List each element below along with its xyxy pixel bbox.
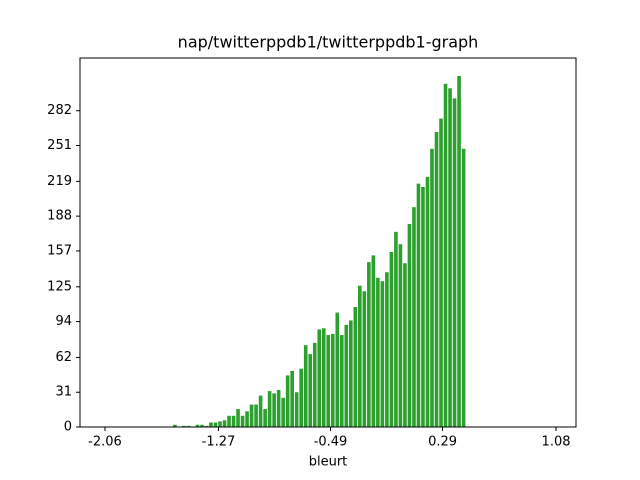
bar — [321, 328, 326, 427]
bar — [245, 411, 249, 427]
bar — [443, 83, 448, 427]
axes-frame — [79, 57, 577, 428]
y-tick-label: 31 — [55, 385, 72, 400]
bar — [272, 393, 276, 427]
y-tick-label: 125 — [47, 279, 72, 294]
bar — [213, 422, 218, 427]
y-tick-label: 282 — [47, 103, 72, 118]
bar — [398, 244, 403, 427]
bar — [173, 424, 177, 427]
bar — [376, 277, 380, 427]
bar — [407, 223, 412, 427]
bar — [195, 424, 200, 427]
bar — [339, 335, 344, 427]
x-tick-label: -1.27 — [202, 435, 236, 450]
y-tick-label: 157 — [47, 243, 72, 258]
y-tick-label: 251 — [47, 138, 72, 153]
y-tick-label: 219 — [47, 174, 72, 189]
bar — [240, 415, 245, 427]
bar — [389, 252, 394, 427]
bar — [362, 291, 367, 427]
bar — [457, 75, 461, 428]
bar — [448, 88, 452, 427]
y-tick-label: 188 — [47, 209, 72, 224]
bar — [367, 262, 371, 427]
bar — [385, 272, 389, 427]
bar — [416, 183, 421, 427]
bar — [394, 231, 398, 427]
bar — [412, 207, 416, 427]
bar — [434, 132, 439, 427]
bar — [358, 285, 362, 427]
x-tick-label: -2.06 — [88, 435, 122, 450]
bar — [200, 424, 204, 427]
bar — [249, 404, 254, 427]
bar — [182, 425, 186, 427]
bar — [218, 421, 222, 427]
bar — [227, 415, 231, 427]
bar — [353, 306, 358, 427]
bar — [461, 148, 466, 427]
bar — [344, 324, 349, 427]
bar — [236, 409, 240, 427]
bar — [403, 263, 407, 427]
bar — [308, 354, 313, 427]
bar — [326, 335, 331, 427]
x-axis-label: bleurt — [309, 455, 348, 470]
bar — [258, 395, 263, 427]
bar — [317, 329, 322, 427]
bar — [335, 312, 340, 427]
bar — [294, 392, 299, 427]
chart-title: nap/twitterppdb1/twitterppdb1-graph — [178, 33, 479, 52]
bar — [439, 118, 443, 428]
bar — [209, 422, 213, 427]
bar — [263, 409, 267, 427]
bar — [312, 342, 317, 427]
bar — [421, 186, 425, 427]
bar — [254, 404, 258, 427]
bar — [299, 368, 304, 427]
bar — [290, 370, 294, 427]
bar — [425, 176, 430, 427]
y-tick-label: 0 — [64, 420, 72, 435]
bar — [349, 320, 353, 427]
y-tick-label: 94 — [55, 314, 72, 329]
bar — [380, 281, 385, 427]
x-tick-label: -0.49 — [314, 435, 348, 450]
bar — [204, 425, 209, 427]
plot-area — [173, 75, 466, 428]
y-tick-label: 62 — [55, 350, 72, 365]
bar — [281, 397, 285, 427]
bar — [330, 333, 335, 427]
bar — [285, 375, 290, 427]
bar — [430, 148, 434, 427]
bar — [222, 420, 227, 427]
bar — [303, 345, 308, 427]
bar — [371, 255, 376, 427]
bar — [267, 391, 272, 427]
bar — [186, 425, 191, 427]
x-tick-label: 0.29 — [428, 435, 457, 450]
bar — [276, 389, 281, 427]
bar — [231, 415, 236, 427]
bar — [452, 98, 457, 428]
x-tick-label: 1.08 — [542, 435, 571, 450]
